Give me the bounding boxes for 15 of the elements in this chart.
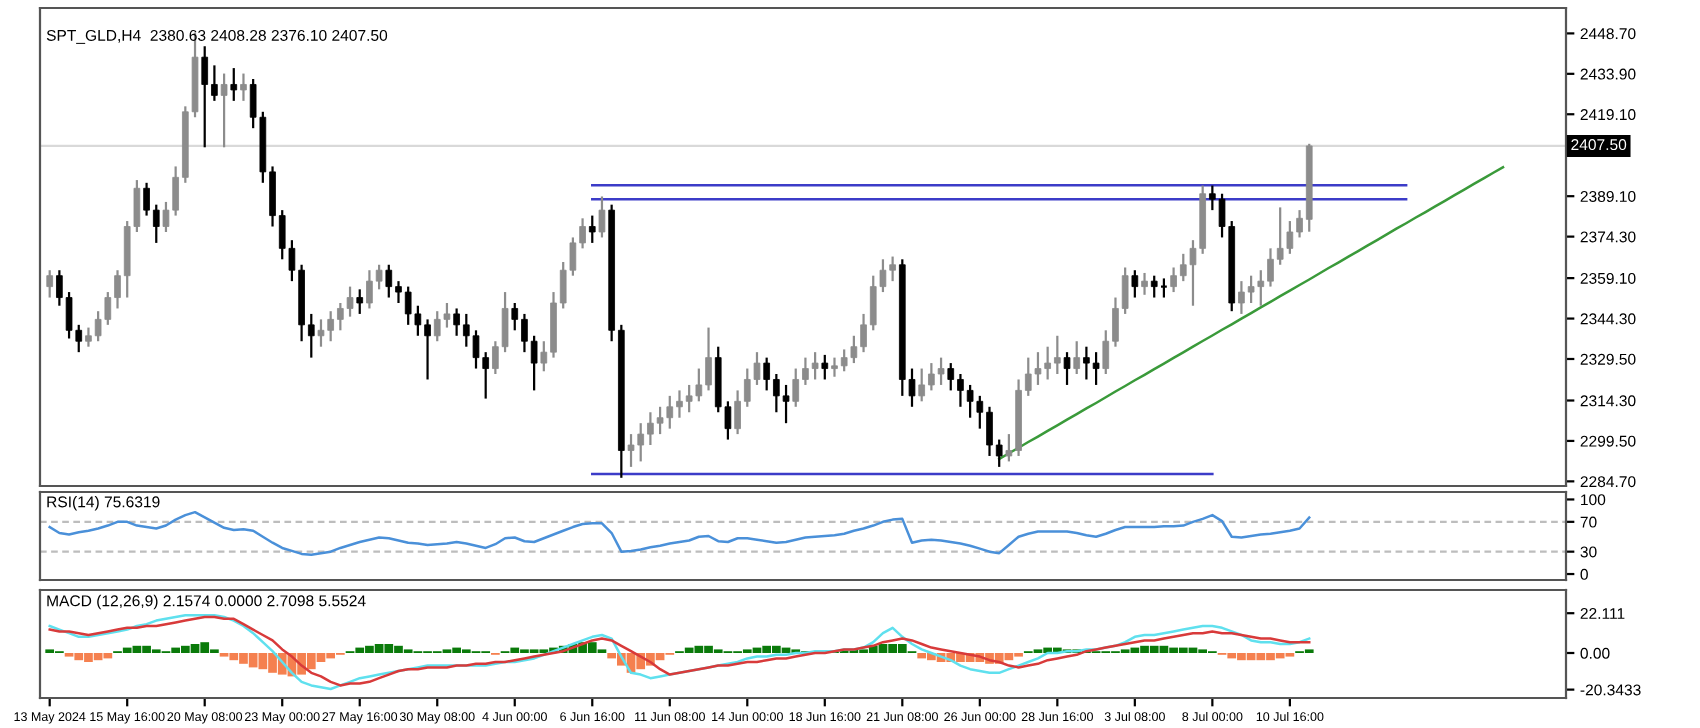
candlestick: [1073, 340, 1081, 376]
candlestick: [240, 72, 247, 102]
candlestick: [1141, 271, 1148, 296]
line-series: [997, 165, 1505, 461]
line-series: [48, 510, 1311, 556]
candlestick: [588, 214, 596, 245]
candlestick: [46, 269, 54, 299]
candlestick: [356, 288, 364, 316]
candlestick: [1159, 277, 1168, 299]
candlestick: [1131, 269, 1139, 299]
candlestick: [1063, 351, 1071, 387]
candlestick: [230, 66, 238, 102]
candlestick: [821, 353, 829, 381]
candlestick: [220, 72, 228, 149]
candlestick: [598, 195, 606, 239]
